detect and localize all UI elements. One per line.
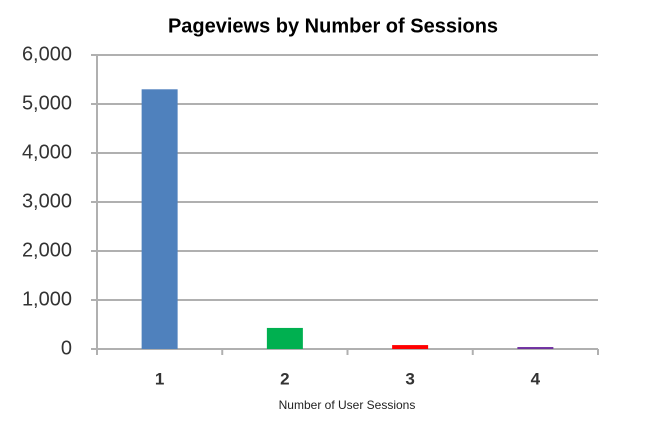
x-tick-label: 1 xyxy=(155,369,164,388)
y-tick-label: 1,000 xyxy=(22,288,72,310)
y-tick-label: 4,000 xyxy=(22,141,72,163)
chart-title: Pageviews by Number of Sessions xyxy=(168,15,498,37)
y-tick-label: 6,000 xyxy=(22,43,72,65)
bar xyxy=(266,327,303,349)
bar xyxy=(392,345,429,349)
bar xyxy=(141,89,178,350)
bar xyxy=(517,347,554,349)
y-tick-label: 2,000 xyxy=(22,239,72,261)
y-tick-label: 3,000 xyxy=(22,190,72,212)
y-tick-label: 5,000 xyxy=(22,92,72,114)
y-tick-label: 0 xyxy=(61,337,72,359)
x-tick-label: 3 xyxy=(405,369,414,388)
x-tick-label: 2 xyxy=(280,369,289,388)
x-tick-label: 4 xyxy=(531,369,541,388)
x-axis-title: Number of User Sessions xyxy=(279,398,416,412)
